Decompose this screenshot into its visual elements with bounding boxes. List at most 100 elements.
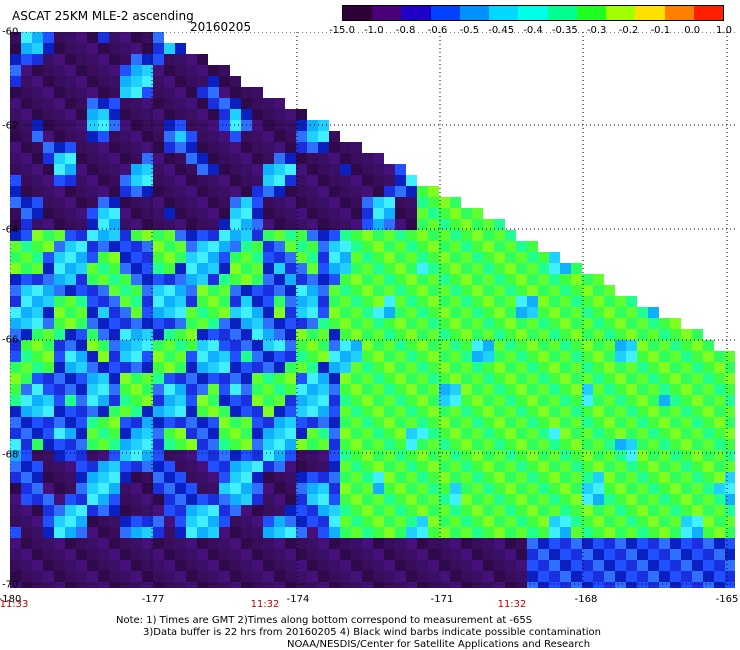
swath-cell <box>263 296 274 307</box>
swath-cell <box>175 461 186 472</box>
swath-cell <box>186 274 197 285</box>
swath-cell <box>274 461 285 472</box>
swath-cell <box>164 296 175 307</box>
swath-cell <box>659 494 670 505</box>
swath-cell <box>626 395 637 406</box>
swath-cell <box>725 373 735 384</box>
swath-cell <box>714 428 725 439</box>
swath-cell <box>32 318 43 329</box>
swath-cell <box>241 98 252 109</box>
swath-cell <box>197 241 208 252</box>
swath-cell <box>516 571 527 582</box>
swath-cell <box>439 549 450 560</box>
swath-cell <box>483 417 494 428</box>
swath-cell <box>164 65 175 76</box>
swath-cell <box>131 164 142 175</box>
swath-cell <box>626 582 637 588</box>
swath-cell <box>252 406 263 417</box>
swath-cell <box>131 329 142 340</box>
swath-cell <box>76 230 87 241</box>
swath-cell <box>373 175 384 186</box>
swath-cell <box>186 494 197 505</box>
swath-cell <box>32 87 43 98</box>
swath-cell <box>109 32 120 43</box>
swath-cell <box>153 153 164 164</box>
swath-cell <box>615 516 626 527</box>
swath-cell <box>659 329 670 340</box>
swath-cell <box>714 406 725 417</box>
swath-cell <box>186 109 197 120</box>
swath-cell <box>538 516 549 527</box>
swath-cell <box>164 76 175 87</box>
swath-cell <box>538 483 549 494</box>
swath-cell <box>186 318 197 329</box>
swath-cell <box>175 439 186 450</box>
swath-cell <box>373 153 384 164</box>
swath-cell <box>10 54 21 65</box>
swath-cell <box>582 472 593 483</box>
swath-cell <box>54 329 65 340</box>
swath-cell <box>153 219 164 230</box>
swath-cell <box>549 527 560 538</box>
swath-cell <box>87 230 98 241</box>
swath-cell <box>87 76 98 87</box>
swath-cell <box>219 230 230 241</box>
swath-cell <box>406 186 417 197</box>
swath-cell <box>637 406 648 417</box>
swath-cell <box>43 230 54 241</box>
swath-cell <box>21 142 32 153</box>
swath-cell <box>725 538 735 549</box>
swath-cell <box>648 472 659 483</box>
swath-cell <box>175 120 186 131</box>
swath-cell <box>285 263 296 274</box>
swath-cell <box>527 461 538 472</box>
swath-cell <box>428 516 439 527</box>
swath-cell <box>461 406 472 417</box>
swath-cell <box>10 450 21 461</box>
swath-cell <box>505 384 516 395</box>
swath-cell <box>527 560 538 571</box>
swath-cell <box>461 549 472 560</box>
swath-cell <box>681 428 692 439</box>
swath-cell <box>637 417 648 428</box>
swath-cell <box>505 274 516 285</box>
swath-cell <box>120 549 131 560</box>
swath-cell <box>538 472 549 483</box>
swath-cell <box>65 560 76 571</box>
swath-cell <box>54 142 65 153</box>
swath-cell <box>472 417 483 428</box>
swath-cell <box>98 252 109 263</box>
swath-cell <box>21 263 32 274</box>
swath-cell <box>230 318 241 329</box>
swath-cell <box>142 450 153 461</box>
swath-cell <box>428 329 439 340</box>
swath-cell <box>395 230 406 241</box>
swath-cell <box>109 329 120 340</box>
swath-cell <box>252 230 263 241</box>
swath-cell <box>120 571 131 582</box>
swath-cell <box>538 560 549 571</box>
swath-cell <box>703 351 714 362</box>
swath-cell <box>54 384 65 395</box>
swath-cell <box>395 373 406 384</box>
swath-cell <box>164 329 175 340</box>
swath-cell <box>560 527 571 538</box>
swath-cell <box>32 164 43 175</box>
swath-cell <box>208 582 219 588</box>
swath-cell <box>87 340 98 351</box>
swath-cell <box>76 307 87 318</box>
swath-cell <box>197 263 208 274</box>
swath-cell <box>494 439 505 450</box>
swath-cell <box>98 296 109 307</box>
swath-cell <box>142 98 153 109</box>
swath-cell <box>637 472 648 483</box>
swath-cell <box>494 428 505 439</box>
swath-cell <box>252 109 263 120</box>
swath-cell <box>186 230 197 241</box>
swath-cell <box>571 428 582 439</box>
swath-cell <box>395 406 406 417</box>
swath-cell <box>131 439 142 450</box>
swath-cell <box>296 483 307 494</box>
swath-cell <box>43 296 54 307</box>
swath-cell <box>692 571 703 582</box>
